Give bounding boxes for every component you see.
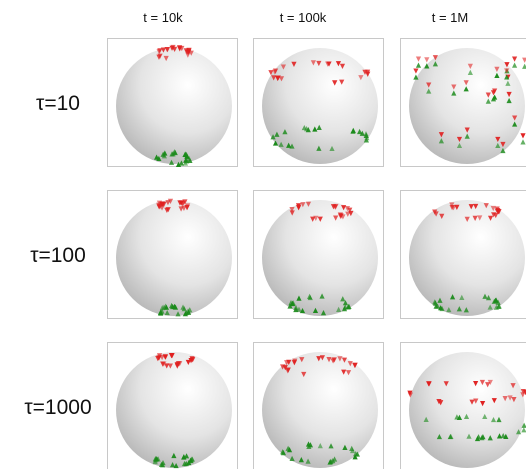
panel-grid (108, 39, 526, 469)
panel (254, 39, 384, 167)
panel (254, 191, 384, 319)
panel (401, 39, 526, 167)
row-label: τ=100 (30, 244, 86, 267)
panel (108, 343, 238, 469)
panel (401, 343, 526, 469)
column-label: t = 100k (280, 10, 327, 25)
panel (108, 39, 238, 167)
panel (108, 191, 238, 319)
sphere (116, 48, 232, 164)
sphere (262, 352, 378, 468)
row-label: τ=10 (36, 92, 80, 115)
column-label: t = 1M (432, 10, 469, 25)
figure: t = 10k t = 100k t = 1M τ=10 τ=100 τ=1000 (0, 0, 526, 469)
row-label: τ=1000 (24, 396, 91, 419)
sphere (409, 352, 525, 468)
sphere (116, 352, 232, 468)
sphere (116, 200, 232, 316)
panel (254, 343, 384, 469)
column-label: t = 10k (143, 10, 183, 25)
panel (401, 191, 526, 319)
